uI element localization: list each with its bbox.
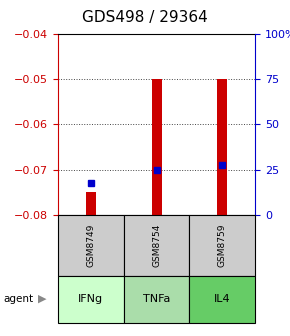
Bar xyxy=(86,193,96,215)
FancyBboxPatch shape xyxy=(124,276,189,323)
Text: GSM8759: GSM8759 xyxy=(218,223,227,267)
Text: agent: agent xyxy=(3,294,33,304)
Text: IL4: IL4 xyxy=(214,294,231,304)
Text: GDS498 / 29364: GDS498 / 29364 xyxy=(82,10,208,25)
FancyBboxPatch shape xyxy=(189,276,255,323)
FancyBboxPatch shape xyxy=(124,215,189,276)
Text: IFNg: IFNg xyxy=(78,294,104,304)
FancyBboxPatch shape xyxy=(58,276,124,323)
Text: GSM8749: GSM8749 xyxy=(86,223,95,267)
Bar xyxy=(152,79,162,215)
Text: TNFa: TNFa xyxy=(143,294,170,304)
Text: GSM8754: GSM8754 xyxy=(152,223,161,267)
FancyBboxPatch shape xyxy=(189,215,255,276)
Bar xyxy=(218,79,227,215)
FancyBboxPatch shape xyxy=(58,215,124,276)
Text: ▶: ▶ xyxy=(38,294,46,304)
